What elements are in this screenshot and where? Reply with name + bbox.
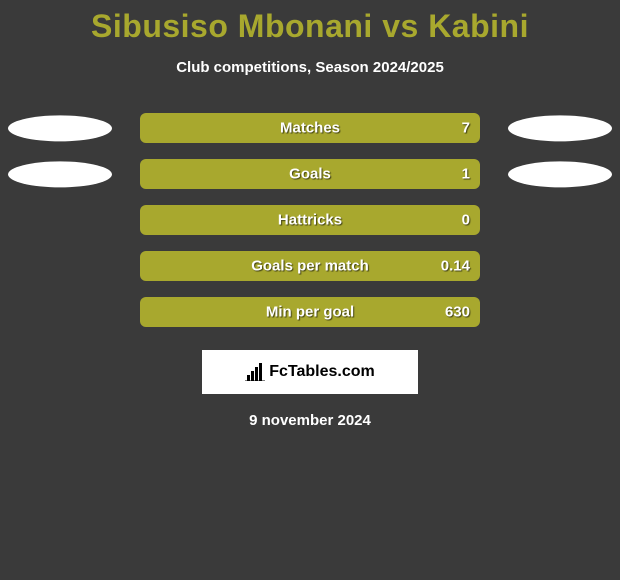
stat-row: Goals 1 (0, 154, 620, 200)
stat-row: Hattricks 0 (0, 200, 620, 246)
stat-label: Goals (289, 166, 331, 183)
page-subtitle: Club competitions, Season 2024/2025 (0, 59, 620, 76)
branding-text: FcTables.com (269, 363, 375, 381)
stat-value: 0.14 (441, 258, 470, 275)
branding-badge: FcTables.com (202, 350, 418, 394)
stats-chart: Matches 7 Goals 1 Hattricks 0 Goals (0, 108, 620, 338)
comparison-infographic: Sibusiso Mbonani vs Kabini Club competit… (0, 0, 620, 580)
stat-row: Min per goal 630 (0, 292, 620, 338)
stat-row: Goals per match 0.14 (0, 246, 620, 292)
stat-value: 1 (462, 166, 470, 183)
player-right-marker (508, 115, 612, 141)
stat-bar: Goals 1 (140, 159, 480, 189)
date-label: 9 november 2024 (0, 412, 620, 429)
page-title: Sibusiso Mbonani vs Kabini (0, 0, 620, 45)
stat-bar: Hattricks 0 (140, 205, 480, 235)
stat-label: Goals per match (251, 258, 369, 275)
player-left-marker (8, 115, 112, 141)
player-right-marker (508, 161, 612, 187)
stat-value: 7 (462, 120, 470, 137)
player-left-marker (8, 161, 112, 187)
stat-value: 0 (462, 212, 470, 229)
stat-row: Matches 7 (0, 108, 620, 154)
stat-label: Min per goal (266, 304, 354, 321)
stat-label: Hattricks (278, 212, 342, 229)
stat-label: Matches (280, 120, 340, 137)
stat-value: 630 (445, 304, 470, 321)
stat-bar: Goals per match 0.14 (140, 251, 480, 281)
bar-chart-icon (245, 363, 265, 381)
stat-bar: Min per goal 630 (140, 297, 480, 327)
stat-bar: Matches 7 (140, 113, 480, 143)
